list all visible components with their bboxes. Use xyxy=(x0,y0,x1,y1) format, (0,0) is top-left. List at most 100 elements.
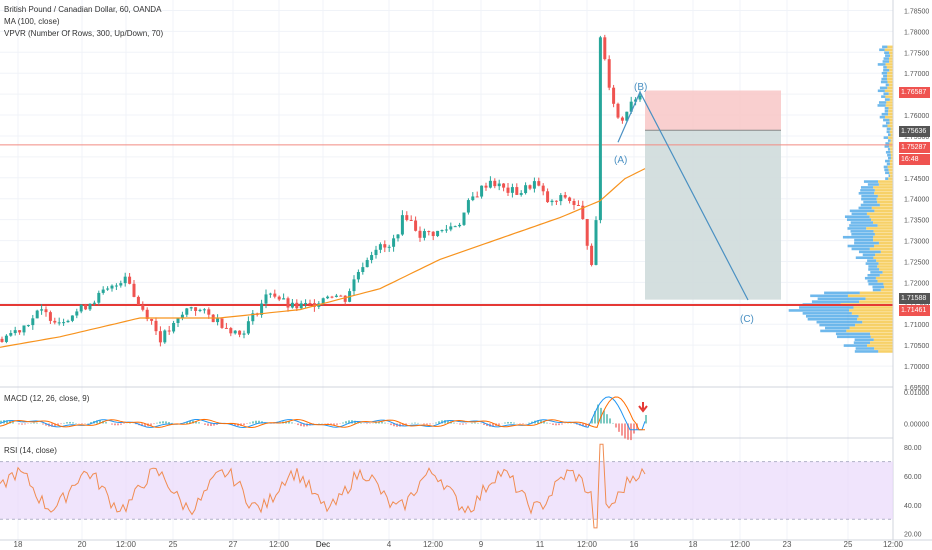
macd-histogram-bar xyxy=(447,420,449,424)
candle-body xyxy=(519,193,523,195)
candle-body xyxy=(220,318,224,328)
macd-histogram-bar xyxy=(549,423,551,424)
candle-body xyxy=(334,295,338,297)
macd-histogram-bar xyxy=(36,422,38,424)
macd-histogram-bar xyxy=(66,422,68,424)
vpvr-bar-up xyxy=(890,133,893,137)
macd-histogram-bar xyxy=(411,422,413,424)
candle-body xyxy=(132,283,136,297)
vpvr-bar-down xyxy=(879,48,885,52)
candle-body xyxy=(163,330,167,343)
candle-body xyxy=(207,309,211,315)
candle-body xyxy=(141,304,145,310)
candle-body xyxy=(185,308,189,315)
macd-histogram-bar xyxy=(417,422,419,424)
macd-histogram-bar xyxy=(345,421,347,424)
vpvr-legend[interactable]: VPVR (Number Of Rows, 300, Up/Down, 70) xyxy=(4,29,164,38)
vpvr-bar-down xyxy=(835,332,871,336)
macd-histogram-bar xyxy=(558,423,560,426)
vpvr-bar-up xyxy=(878,241,893,245)
candle-body xyxy=(114,285,118,287)
vpvr-bar-down xyxy=(883,57,889,60)
candle-body xyxy=(4,335,8,342)
vpvr-bar-up xyxy=(870,335,893,339)
price-tick-label: 1.71500 xyxy=(904,301,929,308)
vpvr-bar-down xyxy=(885,83,889,87)
candle-body xyxy=(475,196,479,198)
macd-histogram-bar xyxy=(189,420,191,424)
candle-body xyxy=(106,288,110,290)
macd-histogram-bar xyxy=(165,421,167,424)
macd-histogram-bar xyxy=(405,423,407,425)
vpvr-bar-up xyxy=(890,174,893,178)
candle-body xyxy=(480,185,484,197)
macd-histogram-bar xyxy=(462,423,464,425)
vpvr-bar-down xyxy=(854,238,874,242)
candle-body xyxy=(387,246,391,248)
time-tick-label: 20 xyxy=(78,540,87,549)
time-tick-label: 12:00 xyxy=(269,540,290,549)
time-tick-label: 25 xyxy=(844,540,853,549)
vpvr-bar-up xyxy=(851,312,893,315)
macd-histogram-bar xyxy=(216,423,218,425)
vpvr-bar-up xyxy=(889,171,893,175)
vpvr-bar-down xyxy=(858,250,881,254)
macd-histogram-bar xyxy=(510,422,512,424)
rsi-legend[interactable]: RSI (14, close) xyxy=(4,446,57,455)
macd-histogram-bar xyxy=(366,423,368,425)
vpvr-bar-down xyxy=(805,314,859,318)
candle-body xyxy=(550,200,554,203)
candle-body xyxy=(202,309,206,311)
vpvr-bar-up xyxy=(855,323,893,327)
vpvr-bar-up xyxy=(866,212,893,216)
vpvr-bar-up xyxy=(870,332,893,336)
ma-legend[interactable]: MA (100, close) xyxy=(4,17,60,26)
candle-body xyxy=(154,320,158,332)
macd-histogram-bar xyxy=(303,423,305,427)
vpvr-bar-up xyxy=(888,51,893,55)
candle-body xyxy=(189,307,193,309)
macd-legend[interactable]: MACD (12, 26, close, 9) xyxy=(4,394,90,403)
vpvr-bar-up xyxy=(871,218,893,221)
vpvr-bar-down xyxy=(867,183,879,186)
vpvr-bar-down xyxy=(884,98,890,101)
macd-histogram-bar xyxy=(504,422,506,424)
vpvr-bar-down xyxy=(883,74,888,78)
vpvr-bar-down xyxy=(881,71,888,75)
vpvr-bar-up xyxy=(890,139,893,142)
macd-histogram-bar xyxy=(24,423,26,425)
macd-histogram-bar xyxy=(624,423,626,439)
vpvr-bar-up xyxy=(875,253,893,257)
candle-body xyxy=(150,318,154,321)
macd-histogram-bar xyxy=(555,423,557,426)
candle-body xyxy=(26,325,30,327)
macd-histogram-bar xyxy=(603,410,605,424)
vpvr-bar-up xyxy=(867,344,893,347)
price-tick-label: 1.73500 xyxy=(904,218,929,225)
vpvr-bar-up xyxy=(875,276,893,280)
vpvr-bar-up xyxy=(890,153,893,157)
macd-histogram-bar xyxy=(633,423,635,434)
vpvr-bar-up xyxy=(889,118,893,122)
macd-histogram-bar xyxy=(471,422,473,424)
vpvr-bar-up xyxy=(884,48,893,52)
time-tick-label: 12:00 xyxy=(730,540,751,549)
candle-body xyxy=(603,37,607,60)
candle-body xyxy=(493,180,497,187)
vpvr-bar-up xyxy=(865,297,893,301)
vpvr-bar-down xyxy=(883,118,890,122)
vpvr-bar-up xyxy=(877,224,893,227)
macd-histogram-bar xyxy=(153,423,155,425)
macd-histogram-bar xyxy=(435,422,437,424)
macd-histogram-bar xyxy=(459,423,461,425)
candle-body xyxy=(308,303,312,305)
macd-histogram-bar xyxy=(384,422,386,424)
candle-body xyxy=(431,231,435,237)
vpvr-bar-down xyxy=(887,153,891,157)
vpvr-bar-down xyxy=(860,189,875,192)
vpvr-bar-down xyxy=(881,112,889,116)
symbol-title[interactable]: British Pound / Canadian Dollar, 60, OAN… xyxy=(4,5,162,14)
vpvr-bar-down xyxy=(847,227,867,230)
macd-histogram-bar xyxy=(360,422,362,424)
